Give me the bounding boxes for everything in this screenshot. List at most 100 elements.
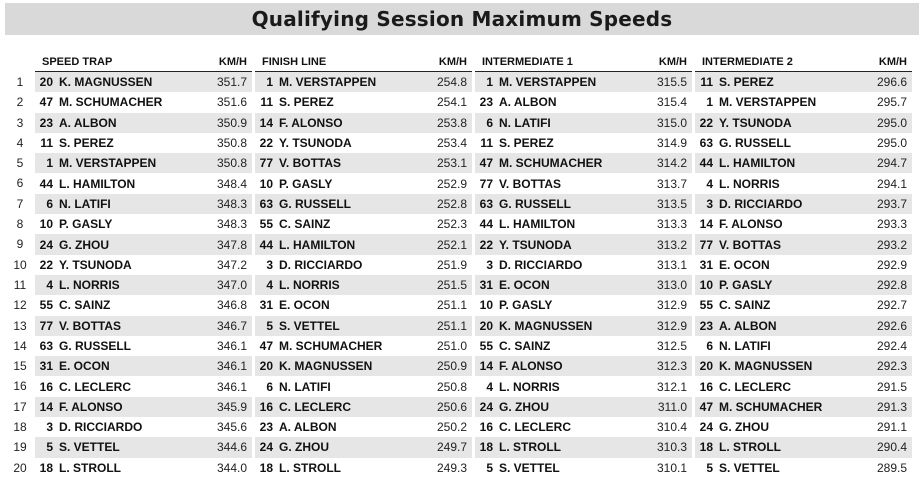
- unit-label: KM/H: [878, 55, 907, 68]
- speed-value: 347.2: [216, 257, 247, 272]
- section-intermediate-1: INTERMEDIATE 1 KM/H 1 M. VERSTAPPEN 315.5 2…: [475, 52, 692, 478]
- table-row: 31 E. OCON 251.1: [255, 295, 472, 315]
- car-number: 18: [479, 440, 493, 455]
- driver-name: G. RUSSELL: [279, 196, 352, 211]
- page-title: Qualifying Session Maximum Speeds: [251, 7, 673, 31]
- car-number: 5: [46, 440, 53, 455]
- driver-name: G. RUSSELL: [59, 339, 132, 353]
- car-number: 20: [479, 318, 493, 333]
- position-cell: 11: [13, 277, 27, 292]
- car-number: 3: [46, 420, 53, 435]
- table-row: 6 N. LATIFI 250.8: [255, 376, 472, 396]
- car-number: 22: [479, 237, 493, 252]
- speed-value: 253.4: [436, 136, 467, 151]
- driver-name: L. HAMILTON: [279, 237, 356, 252]
- speed-value: 351.6: [216, 95, 247, 110]
- speed-value: 295.7: [876, 95, 907, 110]
- driver-name: V. BOTTAS: [499, 176, 562, 191]
- speed-value: 292.6: [876, 318, 907, 333]
- car-number: 1: [706, 95, 713, 110]
- car-number: 23: [39, 115, 53, 130]
- speed-value: 252.1: [436, 237, 467, 252]
- driver-name: A. ALBON: [279, 420, 337, 435]
- driver-name: L. STROLL: [499, 440, 561, 455]
- position-cell: 5: [16, 156, 24, 171]
- car-number: 31: [699, 257, 713, 272]
- car-number: 3: [266, 257, 273, 272]
- driver-name: G. RUSSELL: [719, 136, 792, 151]
- driver-name: P. GASLY: [59, 217, 113, 232]
- car-number: 63: [259, 196, 273, 211]
- car-number: 4: [46, 278, 53, 293]
- car-number: 77: [479, 176, 493, 191]
- driver-name: L. NORRIS: [59, 278, 120, 293]
- table-row: 24 G. ZHOU 311.0: [475, 396, 692, 418]
- position-cell: 9: [16, 237, 24, 252]
- table-row: 16 C. LECLERC 346.1: [35, 376, 252, 396]
- table-row: 3 D. RICCIARDO 345.6: [35, 417, 252, 437]
- speed-value: 314.2: [656, 156, 687, 171]
- table-row: 55 C. SAINZ 252.3: [255, 214, 472, 234]
- driver-name: M. SCHUMACHER: [279, 339, 383, 353]
- speed-value: 345.6: [216, 420, 247, 435]
- section-title: SPEED TRAP: [42, 55, 113, 68]
- driver-name: S. PEREZ: [719, 75, 774, 90]
- car-number: 23: [479, 95, 493, 110]
- table-row: 1 M. VERSTAPPEN 295.7: [695, 92, 912, 112]
- driver-name: Y. TSUNODA: [499, 237, 572, 252]
- table-row: 24 G. ZHOU 249.7: [255, 437, 472, 458]
- car-number: 16: [259, 399, 273, 414]
- table-row: 20 K. MAGNUSSEN 250.9: [255, 356, 472, 377]
- car-number: 10: [39, 217, 53, 232]
- speed-value: 314.9: [656, 136, 687, 151]
- table-row: 16 C. LECLERC 291.5: [695, 376, 912, 396]
- car-number: 1: [266, 75, 273, 90]
- table-row: 22 Y. TSUNODA 347.2: [35, 255, 252, 275]
- car-number: 14: [699, 217, 713, 232]
- speed-value: 292.4: [876, 339, 907, 353]
- speed-value: 292.7: [876, 298, 907, 313]
- car-number: 10: [479, 298, 493, 313]
- speed-value: 350.8: [216, 156, 247, 171]
- car-number: 20: [699, 359, 713, 374]
- car-number: 6: [266, 379, 273, 394]
- speed-value: 291.3: [876, 399, 907, 414]
- table-row: 4 L. NORRIS 294.1: [695, 173, 912, 193]
- section-title: INTERMEDIATE 1: [482, 55, 573, 68]
- driver-name: A. ALBON: [499, 95, 557, 110]
- driver-name: S. PEREZ: [59, 136, 114, 151]
- car-number: 11: [40, 136, 53, 151]
- car-number: 18: [699, 440, 713, 455]
- car-number: 22: [699, 115, 713, 130]
- speed-value: 252.9: [436, 176, 467, 191]
- driver-name: G. ZHOU: [719, 420, 769, 435]
- table-row: 55 C. SAINZ 292.7: [695, 295, 912, 315]
- speed-value: 312.1: [656, 379, 687, 394]
- speed-value: 295.0: [876, 136, 907, 151]
- table-row: 63 G. RUSSELL 346.1: [35, 336, 252, 356]
- car-number: 14: [479, 359, 493, 374]
- table-row: 47 M. SCHUMACHER 291.3: [695, 396, 912, 418]
- car-number: 55: [699, 298, 713, 313]
- car-number: 4: [486, 379, 493, 394]
- driver-name: S. PEREZ: [279, 95, 334, 110]
- car-number: 14: [259, 115, 273, 130]
- table-row: 77 V. BOTTAS 253.1: [255, 153, 472, 174]
- driver-name: K. MAGNUSSEN: [59, 75, 153, 90]
- table-row: 1 M. VERSTAPPEN 254.8: [255, 72, 472, 93]
- car-number: 18: [39, 460, 53, 475]
- driver-name: N. LATIFI: [59, 196, 111, 211]
- driver-name: P. GASLY: [279, 176, 333, 191]
- section-finish-line: FINISH LINE KM/H 1 M. VERSTAPPEN 254.8 11 S.…: [255, 52, 472, 478]
- speed-value: 249.7: [436, 440, 467, 455]
- car-number: 16: [479, 420, 493, 435]
- car-number: 16: [699, 379, 713, 394]
- table-row: 63 G. RUSSELL 252.8: [255, 193, 472, 215]
- driver-name: C. SAINZ: [719, 298, 771, 313]
- speed-value: 348.3: [216, 196, 247, 211]
- driver-name: E. OCON: [499, 278, 550, 293]
- speed-value: 250.2: [436, 420, 467, 435]
- driver-name: L. HAMILTON: [499, 217, 576, 232]
- speed-value: 315.0: [656, 115, 687, 130]
- table-row: 18 L. STROLL 290.4: [695, 437, 912, 458]
